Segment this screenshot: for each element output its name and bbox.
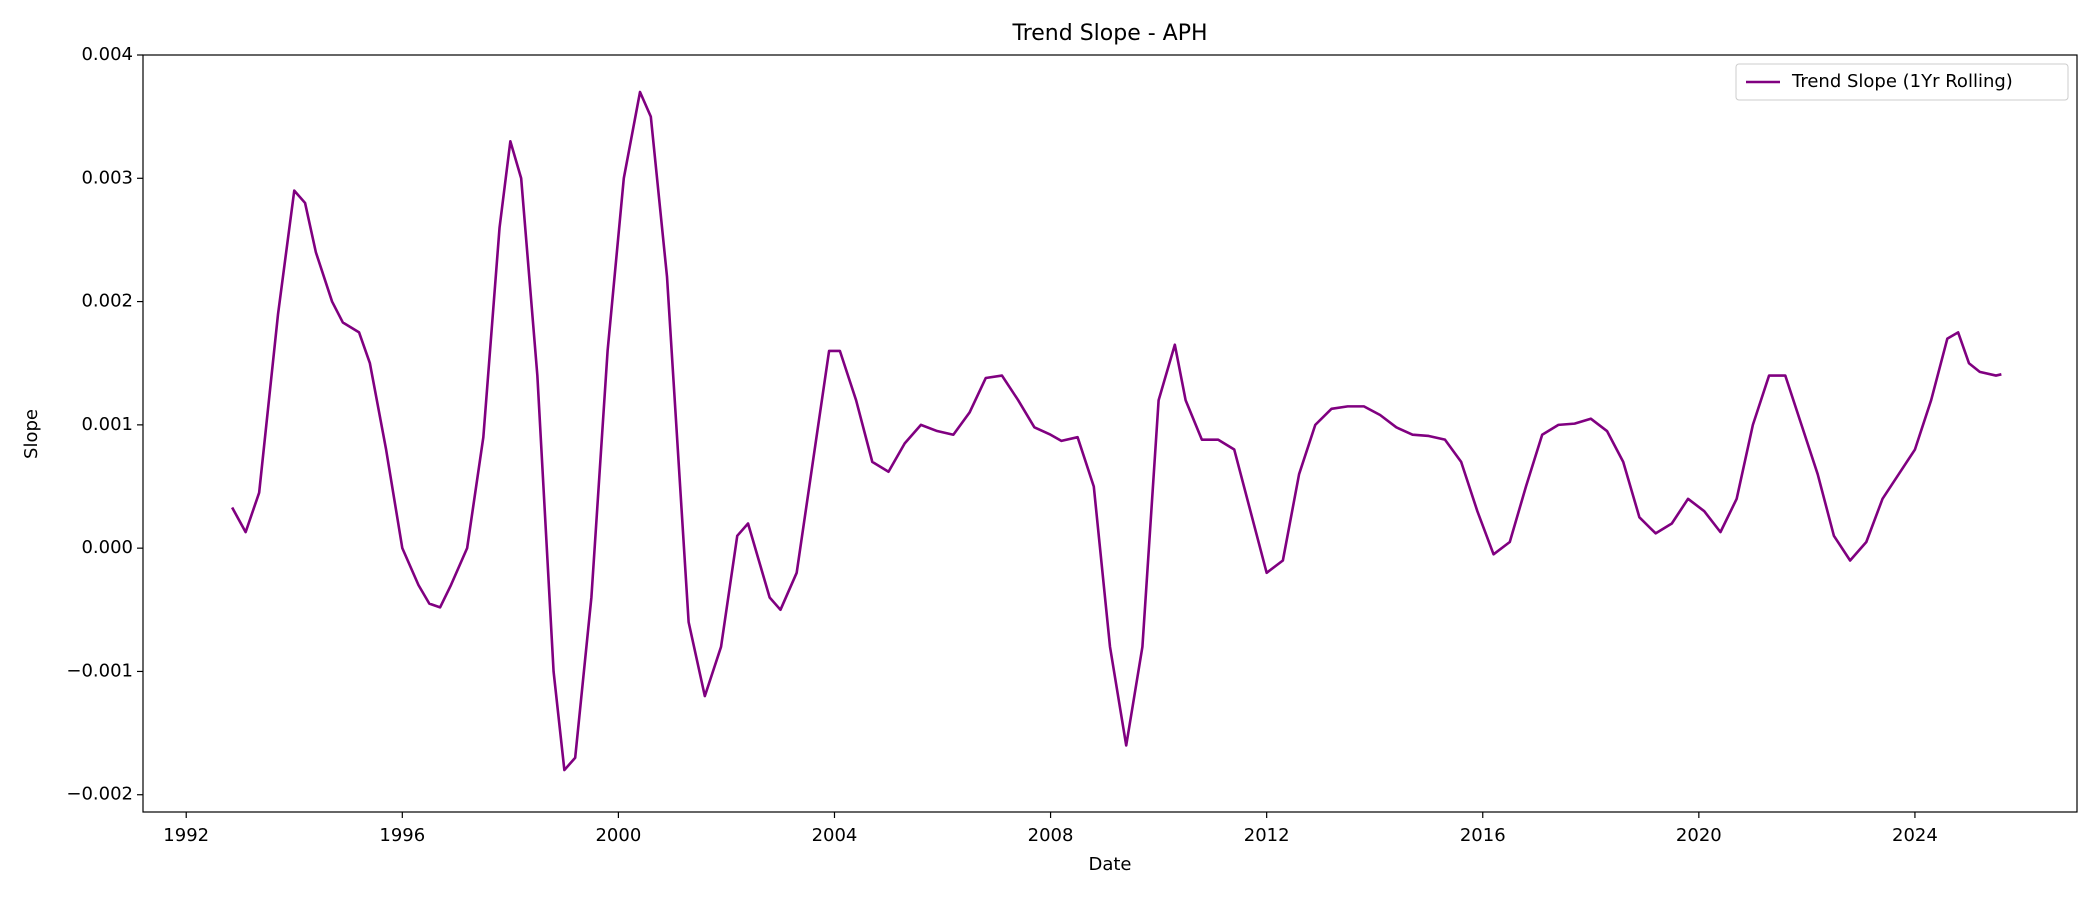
x-tick-label: 2000 bbox=[595, 825, 641, 846]
y-tick-label: 0.002 bbox=[81, 291, 133, 312]
y-tick-label: 0.001 bbox=[81, 414, 133, 435]
x-tick-label: 2008 bbox=[1028, 825, 1074, 846]
y-tick-label: 0.000 bbox=[81, 537, 133, 558]
x-tick-label: 1996 bbox=[379, 825, 425, 846]
legend: Trend Slope (1Yr Rolling) bbox=[1735, 63, 2069, 101]
y-tick-label: −0.002 bbox=[66, 784, 133, 805]
x-tick-label: 2020 bbox=[1676, 825, 1722, 846]
legend-box bbox=[1735, 63, 2069, 101]
x-tick-label: 2016 bbox=[1460, 825, 1506, 846]
x-tick-label: 1992 bbox=[163, 825, 209, 846]
y-axis-label: Slope bbox=[21, 409, 42, 459]
y-tick-label: 0.004 bbox=[81, 44, 133, 65]
chart-title: Trend Slope - APH bbox=[1011, 21, 1207, 46]
x-axis-label: Date bbox=[1088, 854, 1131, 875]
plot-frame bbox=[142, 54, 2078, 813]
x-tick-label: 2004 bbox=[812, 825, 858, 846]
y-tick-label: 0.003 bbox=[81, 167, 133, 188]
legend-label: Trend Slope (1Yr Rolling) bbox=[1791, 71, 2013, 92]
x-tick-label: 2012 bbox=[1244, 825, 1290, 846]
y-tick-label: −0.001 bbox=[66, 660, 133, 681]
x-tick-label: 2024 bbox=[1892, 825, 1938, 846]
series-line bbox=[230, 90, 2002, 772]
